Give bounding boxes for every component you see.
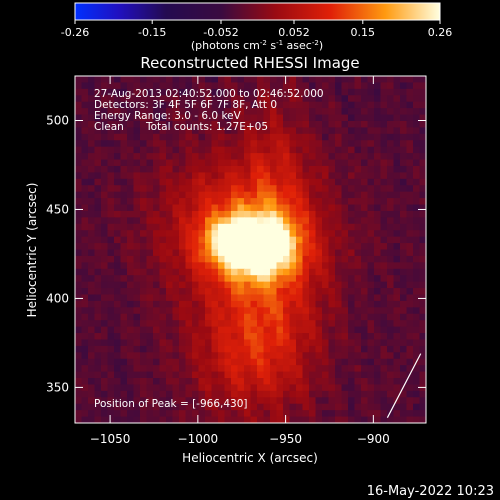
x-axis-label: Heliocentric X (arcsec) <box>182 451 318 465</box>
colorbar: -0.26 -0.15 -0.052 0.052 0.15 0.26 (photons c… <box>61 2 452 52</box>
x-tick-label: −1000 <box>178 432 219 446</box>
solar-limb-line <box>386 353 422 418</box>
x-tick-label: −950 <box>269 432 302 446</box>
colorbar-ticks: -0.26 -0.15 -0.052 0.052 0.15 0.26 <box>61 20 452 39</box>
colorbar-tick-label: 0.26 <box>428 26 453 39</box>
detectors-text: Detectors: 3F 4F 5F 6F 7F 8F, Att 0 <box>94 99 277 111</box>
y-axis-label: Heliocentric Y (arcsec) <box>25 183 39 318</box>
heatmap-image <box>75 76 426 423</box>
image-annotations: 27-Aug-2013 02:40:52.000 to 02:46:52.000… <box>94 88 324 410</box>
method-text: Clean <box>94 121 124 133</box>
colorbar-tick-label: -0.15 <box>138 26 166 39</box>
y-tick-label: 450 <box>46 202 69 216</box>
energy-range-text: Energy Range: 3.0 - 6.0 keV <box>94 110 242 122</box>
y-tick-label: 500 <box>46 113 69 127</box>
colorbar-tick-label: -0.052 <box>203 26 238 39</box>
colorbar-tick-label: -0.26 <box>61 26 89 39</box>
x-tick-label: −1050 <box>90 432 131 446</box>
y-tick-label: 400 <box>46 291 69 305</box>
time-range-text: 27-Aug-2013 02:40:52.000 to 02:46:52.000 <box>94 88 324 100</box>
colorbar-unit-label: (photons cm-2 s-1 asec-2) <box>191 39 323 52</box>
colorbar-tick-label: 0.15 <box>351 26 376 39</box>
peak-position-text: Position of Peak = [-966,430] <box>94 398 248 410</box>
plot-frame <box>74 75 427 424</box>
y-tick-label: 350 <box>46 380 69 394</box>
colorbar-tick-label: 0.052 <box>278 26 310 39</box>
footer-date: 16-May-2022 10:23 <box>367 484 494 499</box>
chart-title: Reconstructed RHESSI Image <box>140 54 359 72</box>
x-tick-label: −900 <box>357 432 390 446</box>
total-counts-text: Total counts: 1.27E+05 <box>145 121 268 133</box>
axis-ticks: −1050 −1000 −950 −900 350 400 450 500 <box>46 76 426 446</box>
colorbar-gradient <box>74 2 441 21</box>
